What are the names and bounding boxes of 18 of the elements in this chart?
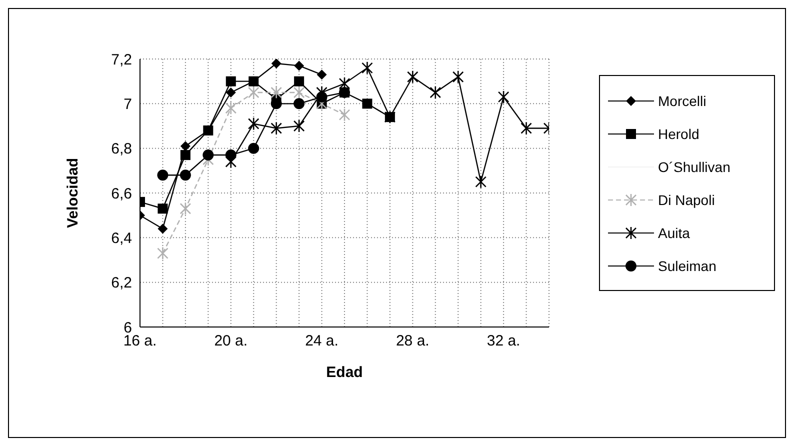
y-tick-label: 6,8 <box>111 140 132 158</box>
legend-label: Herold <box>658 126 700 142</box>
legend-label: O´Shullivan <box>658 158 730 174</box>
legend-label: Morcelli <box>658 92 706 108</box>
legend-label: Di Napoli <box>658 192 715 208</box>
y-tick-label: 7,2 <box>111 51 132 68</box>
x-tick-label: 28 a. <box>396 332 430 350</box>
legend-label: Suleiman <box>658 258 716 274</box>
y-axis-title: Velocidad <box>64 158 82 228</box>
y-tick-label: 7 <box>124 96 132 113</box>
x-tick-label: 32 a. <box>486 332 520 350</box>
legend-label: Auita <box>658 224 690 240</box>
x-axis-title: Edad <box>326 364 363 381</box>
y-tick-label: 6,2 <box>111 274 132 292</box>
x-tick-label: 24 a. <box>305 332 338 350</box>
y-tick-label: 6,4 <box>111 230 132 247</box>
x-tick-label: 20 a. <box>214 332 248 350</box>
y-tick-label: 6,6 <box>111 185 132 202</box>
